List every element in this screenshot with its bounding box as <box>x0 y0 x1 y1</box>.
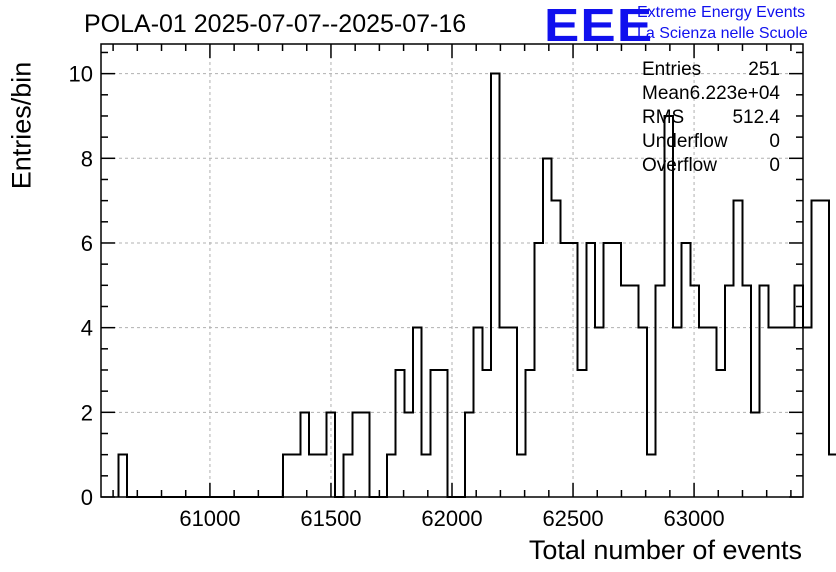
y-tick-label: 0 <box>81 485 93 510</box>
logo-mark: EEE <box>544 0 654 51</box>
logo-line-2: La Scienza nelle Scuole <box>637 25 808 42</box>
y-tick-label: 4 <box>81 316 93 341</box>
histogram-series <box>117 72 836 498</box>
stats-row-underflow: Underflow 0 <box>642 130 780 154</box>
y-tick-label: 10 <box>69 62 93 87</box>
x-axis-label: Total number of events <box>528 535 802 565</box>
stats-value: 0 <box>769 155 780 176</box>
stats-row-entries: Entries 251 <box>642 58 780 82</box>
stats-label: Entries <box>642 59 702 80</box>
chart-title: POLA-01 2025-07-07--2025-07-16 <box>84 10 467 38</box>
y-axis-label: Entries/bin <box>6 61 37 190</box>
y-tick-label: 6 <box>81 231 93 256</box>
eee-logo: EEE Extreme Energy Events La Scienza nel… <box>540 0 836 51</box>
stats-row-rms: RMS 512.4 <box>642 106 780 130</box>
stats-label: Underflow <box>642 131 728 152</box>
stats-value: 512.4 <box>732 107 780 128</box>
stats-value: 0 <box>769 131 780 152</box>
histogram-line <box>117 72 836 498</box>
axes: 61000 61500 62000 62500 63000 0 2 4 6 8 10 <box>69 43 804 531</box>
stats-label: Overflow <box>642 155 717 176</box>
stats-value: 6.223e+04 <box>689 83 780 104</box>
stats-label: Mean <box>642 83 690 104</box>
y-tick-label: 2 <box>81 400 93 425</box>
stats-box: Entries 251 Mean 6.223e+04 RMS 512.4 Und… <box>642 58 780 178</box>
stats-row-overflow: Overflow 0 <box>642 154 780 178</box>
x-tick-label: 61000 <box>179 506 240 531</box>
stats-label: RMS <box>642 107 685 128</box>
y-tick-label: 8 <box>81 146 93 171</box>
x-tick-label: 63000 <box>663 506 724 531</box>
grid <box>101 44 803 497</box>
x-tick-label: 62500 <box>542 506 603 531</box>
logo-line-1: Extreme Energy Events <box>637 4 806 21</box>
x-tick-label: 61500 <box>300 506 361 531</box>
x-tick-label: 62000 <box>421 506 482 531</box>
stats-row-mean: Mean 6.223e+04 <box>642 82 780 106</box>
stats-value: 251 <box>748 59 780 80</box>
